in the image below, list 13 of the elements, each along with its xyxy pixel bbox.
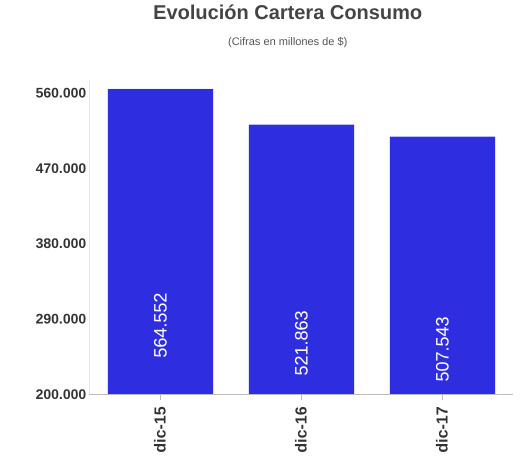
- data-label: 521.863: [292, 310, 312, 376]
- x-tick-label: dic-16: [294, 406, 311, 453]
- chart-subtitle: (Cifras en millones de $): [228, 36, 348, 48]
- y-tick-label: 380.000: [36, 235, 86, 252]
- y-tick-label: 470.000: [36, 160, 86, 176]
- x-tick-label: dic-17: [434, 406, 452, 453]
- y-tick-label: 290.000: [36, 310, 86, 327]
- y-tick-label: 560.000: [36, 84, 86, 100]
- chart-title: Evolución Cartera Consumo: [153, 2, 422, 24]
- x-tick-label: dic-15: [152, 406, 170, 453]
- data-label: 564.552: [150, 292, 171, 358]
- data-label: 507.543: [432, 316, 453, 382]
- y-tick-label: 200.000: [36, 386, 86, 402]
